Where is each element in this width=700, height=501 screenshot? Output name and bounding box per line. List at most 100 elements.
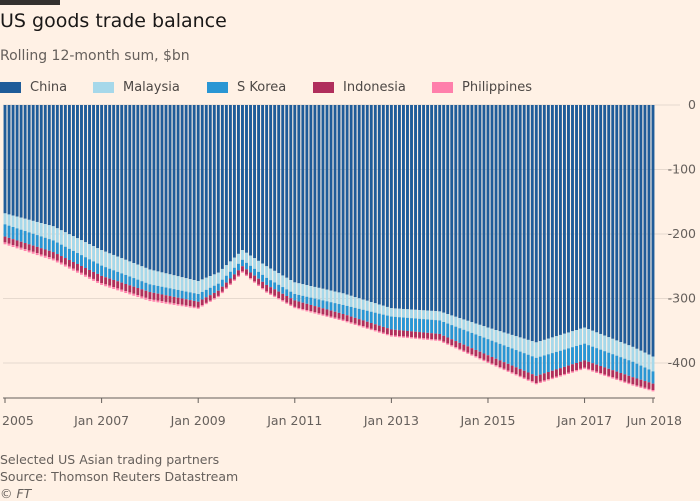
legend-label-indonesia: Indonesia: [343, 80, 406, 95]
bar-segment-indonesia: [635, 378, 639, 386]
bar-segment-korea: [63, 246, 67, 259]
bar-segment-indonesia: [124, 283, 128, 292]
bar-segment-malaysia: [434, 311, 438, 321]
bar-segment-philippines: [273, 295, 277, 298]
bar-segment-indonesia: [237, 270, 240, 276]
bar-segment-china: [627, 105, 631, 346]
bar-segment-indonesia: [426, 332, 430, 339]
bar-segment-china: [11, 105, 15, 216]
bar-segment-malaysia: [257, 260, 261, 272]
bar-segment-philippines: [168, 302, 172, 305]
bar-segment-korea: [208, 287, 212, 296]
bar-segment-malaysia: [11, 215, 15, 228]
bar-segment-korea: [104, 267, 108, 278]
bar-segment-korea: [160, 286, 164, 295]
bar-segment-korea: [317, 299, 321, 308]
bar-segment-philippines: [595, 371, 599, 373]
bar-segment-korea: [261, 274, 265, 282]
bar-segment-china: [220, 105, 224, 269]
bar-segment-malaysia: [462, 319, 466, 330]
bar-segment-indonesia: [285, 296, 289, 303]
bar-segment-malaysia: [112, 254, 116, 271]
x-tick-label: Jan 2009: [170, 413, 226, 428]
bar-segment-indonesia: [373, 324, 377, 331]
bar-segment-china: [55, 105, 59, 229]
bar-segment-philippines: [446, 343, 450, 345]
bar-segment-indonesia: [498, 360, 502, 368]
bar-segment-philippines: [237, 275, 240, 277]
bar-segment-philippines: [329, 316, 333, 318]
bar-segment-indonesia: [164, 295, 168, 302]
bar-segment-philippines: [232, 279, 236, 281]
bar-segment-korea: [71, 250, 75, 262]
bar-segment-indonesia: [289, 298, 293, 305]
bar-segment-korea: [530, 356, 534, 375]
bar-segment-philippines: [313, 312, 317, 314]
bar-segment-china: [550, 105, 554, 338]
bar-segment-philippines: [498, 367, 502, 369]
bar-segment-china: [204, 105, 208, 278]
bar-segment-malaysia: [192, 280, 196, 294]
bar-segment-korea: [446, 323, 450, 338]
bar-segment-china: [341, 105, 345, 294]
bar-segment-malaysia: [55, 228, 59, 243]
bar-segment-indonesia: [15, 240, 19, 247]
bar-segment-indonesia: [474, 349, 478, 357]
bar-segment-china: [490, 105, 494, 329]
bar-segment-philippines: [486, 361, 490, 363]
bar-segment-china: [397, 105, 401, 309]
bars: [3, 105, 655, 392]
bar-segment-china: [63, 105, 67, 233]
bar-segment-indonesia: [104, 277, 108, 285]
bar-segment-china: [212, 105, 216, 275]
bar-segment-malaysia: [132, 263, 136, 279]
legend-swatch-philippines: [432, 82, 453, 93]
bar-segment-china: [357, 105, 361, 299]
bar-segment-philippines: [526, 379, 530, 381]
bar-segment-china: [51, 105, 55, 227]
bar-segment-philippines: [587, 368, 591, 371]
bar-segment-china: [563, 105, 566, 334]
bar-segment-malaysia: [156, 271, 160, 286]
bar-segment-malaysia: [438, 311, 442, 321]
bar-segment-korea: [466, 331, 470, 347]
bar-segment-malaysia: [152, 270, 156, 286]
bar-segment-philippines: [381, 332, 385, 334]
bar-segment-indonesia: [647, 382, 651, 389]
bar-segment-korea: [434, 320, 438, 334]
bar-segment-philippines: [607, 375, 611, 378]
bar-segment-china: [595, 105, 599, 333]
bar-segment-malaysia: [410, 309, 413, 319]
bar-segment-malaysia: [494, 330, 498, 343]
bar-segment-indonesia: [458, 342, 462, 349]
bar-segment-malaysia: [361, 299, 365, 310]
bar-segment-philippines: [104, 284, 108, 287]
bar-segment-indonesia: [31, 245, 35, 252]
bar-segment-china: [71, 105, 75, 237]
bar-segment-philippines: [172, 303, 176, 305]
bar-segment-korea: [442, 321, 446, 336]
bar-segment-china: [389, 105, 393, 309]
bar-segment-indonesia: [397, 330, 401, 337]
bar-segment-china: [567, 105, 570, 333]
bar-segment-indonesia: [265, 284, 269, 292]
bar-segment-indonesia: [550, 370, 554, 378]
bar-segment-indonesia: [450, 339, 454, 346]
bar-segment-philippines: [124, 291, 128, 294]
bar-segment-china: [277, 105, 281, 274]
bar-segment-korea: [365, 310, 369, 322]
bar-segment-malaysia: [19, 217, 23, 230]
bar-segment-indonesia: [522, 370, 526, 378]
bar-segment-indonesia: [281, 293, 285, 301]
legend-item-korea: S Korea: [207, 80, 286, 95]
bar-segment-china: [579, 105, 582, 329]
bar-segment-philippines: [228, 283, 232, 285]
bar-segment-korea: [23, 231, 27, 244]
bar-segment-china: [148, 105, 152, 270]
bar-segment-korea: [285, 289, 289, 297]
bar-segment-indonesia: [245, 269, 248, 275]
bar-segment-indonesia: [494, 358, 498, 366]
bar-segment-china: [410, 105, 413, 310]
bar-segment-china: [538, 105, 542, 342]
bar-segment-philippines: [96, 280, 100, 283]
